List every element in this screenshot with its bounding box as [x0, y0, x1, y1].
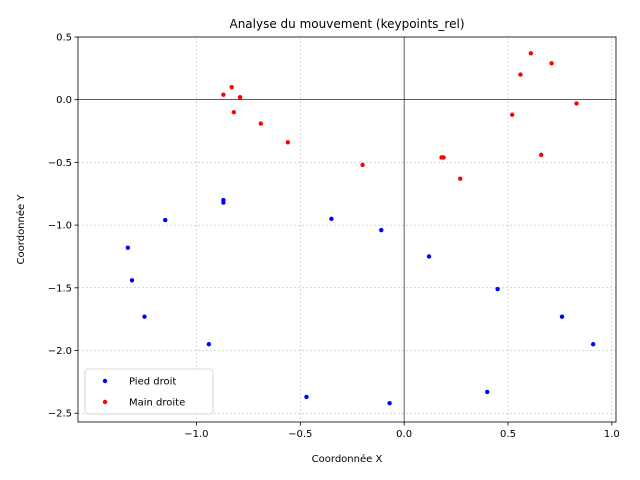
point-pied-droit — [559, 314, 565, 319]
chart-title: Analyse du mouvement (keypoints_rel) — [229, 17, 464, 31]
point-pied-droit — [129, 278, 135, 283]
point-pied-droit — [387, 400, 392, 406]
legend-marker-pied-droit — [102, 378, 108, 384]
y-tick-label: −0.5 — [48, 158, 72, 169]
axis-ticks: −1.0 −0.5 0.0 0.5 1.0 0.5 0.0 −0.5 −1.0 −1.5 −2.0 −… — [48, 33, 620, 441]
point-main-droite — [458, 176, 463, 181]
y-tick-label: −1.5 — [48, 283, 72, 294]
legend-marker-main-droite — [102, 399, 108, 405]
y-axis-label: Coordonnée Y — [15, 194, 27, 265]
point-pied-droit — [221, 200, 226, 205]
legend-label-pied-droit: Pied droit — [129, 377, 176, 388]
y-tick-label: −2.0 — [48, 346, 72, 357]
plot-frame — [77, 36, 617, 423]
point-pied-droit — [163, 217, 168, 223]
point-main-droite — [574, 101, 579, 106]
y-tick-label: 0.5 — [56, 33, 72, 44]
point-main-droite — [549, 61, 554, 66]
x-tick-label: 1.0 — [604, 429, 620, 440]
point-main-droite — [237, 94, 243, 100]
point-main-droite — [528, 51, 534, 56]
point-pied-droit — [485, 389, 490, 395]
point-pied-droit — [426, 254, 432, 259]
legend-box — [84, 368, 214, 415]
reference-lines — [78, 37, 616, 422]
legend-label-main-droite: Main droite — [129, 398, 185, 409]
point-pied-droit — [125, 245, 131, 250]
point-main-droite — [258, 121, 263, 126]
y-tick-label: −2.5 — [48, 409, 72, 420]
x-tick-label: 0.5 — [500, 429, 516, 440]
point-main-droite — [221, 92, 226, 97]
point-main-droite — [509, 112, 515, 117]
point-pied-droit — [379, 227, 384, 233]
point-main-droite — [360, 162, 365, 168]
x-tick-label: −0.5 — [288, 429, 312, 440]
point-pied-droit — [142, 314, 147, 319]
x-axis-label: Coordonnée X — [312, 453, 383, 465]
y-tick-label: 0.0 — [56, 95, 72, 106]
point-main-droite — [229, 84, 234, 90]
point-pied-droit — [495, 286, 500, 292]
point-pied-droit — [206, 342, 212, 347]
point-main-droite — [231, 110, 236, 115]
point-pied-droit — [329, 216, 334, 222]
data-points — [125, 51, 596, 406]
point-pied-droit — [304, 394, 309, 400]
legend: Pied droit Main droite — [84, 368, 214, 415]
point-main-droite — [539, 152, 544, 158]
x-tick-label: −1.0 — [184, 429, 208, 440]
x-tick-label: 0.0 — [396, 429, 412, 440]
point-main-droite — [518, 72, 523, 77]
y-tick-label: −1.0 — [48, 221, 72, 232]
point-main-droite — [285, 140, 290, 145]
point-pied-droit — [590, 342, 596, 347]
point-main-droite — [441, 155, 446, 160]
